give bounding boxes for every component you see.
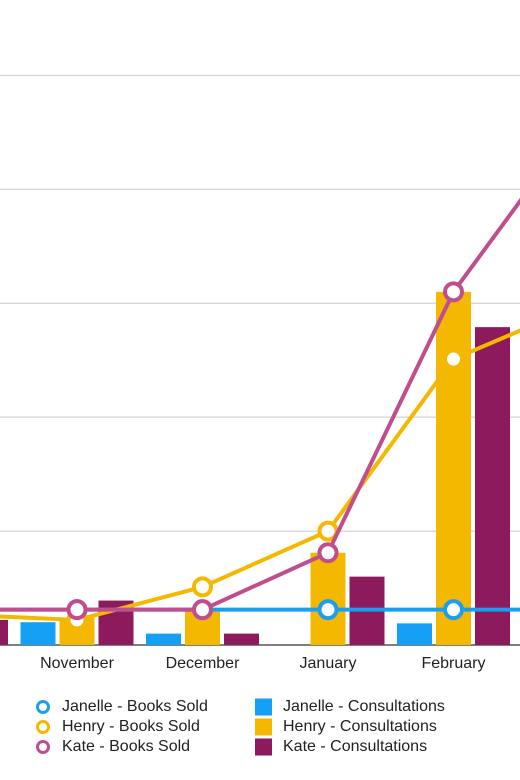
bar bbox=[475, 327, 510, 645]
bar bbox=[224, 633, 259, 645]
line-marker bbox=[443, 599, 464, 621]
legend-item: Kate - Consultations bbox=[255, 738, 427, 756]
line-marker bbox=[192, 576, 213, 598]
line-marker bbox=[443, 281, 464, 303]
legend-label: Henry - Consultations bbox=[283, 718, 437, 735]
legend-marker bbox=[36, 700, 50, 714]
legend-label: Janelle - Books Sold bbox=[62, 698, 208, 715]
bar bbox=[0, 619, 8, 645]
x-tick-label: December bbox=[166, 655, 240, 672]
line-marker bbox=[317, 542, 339, 564]
legend-item: Kate - Books Sold bbox=[36, 738, 190, 755]
line-marker bbox=[443, 348, 464, 370]
series-line bbox=[0, 197, 520, 612]
bar bbox=[436, 291, 471, 645]
legend-label: Kate - Consultations bbox=[283, 738, 427, 755]
legend-item: Henry - Consultations bbox=[255, 718, 437, 736]
bar bbox=[310, 552, 346, 645]
line-marker bbox=[66, 599, 88, 621]
legend-marker bbox=[36, 720, 50, 734]
x-tick-label: November bbox=[40, 655, 114, 672]
bar bbox=[397, 623, 432, 645]
x-tick-label: February bbox=[421, 655, 485, 672]
legend-item: Janelle - Books Sold bbox=[36, 698, 208, 715]
legend-swatch bbox=[255, 718, 272, 736]
bar bbox=[146, 633, 181, 645]
line-marker bbox=[192, 599, 213, 621]
legend-label: Henry - Books Sold bbox=[62, 718, 200, 735]
legend-marker bbox=[36, 740, 50, 754]
legend-swatch bbox=[255, 698, 272, 716]
x-tick-label: January bbox=[300, 655, 357, 672]
series-line bbox=[0, 328, 520, 622]
legend-label: Kate - Books Sold bbox=[62, 738, 190, 755]
legend-item: Janelle - Consultations bbox=[255, 698, 445, 716]
legend-swatch bbox=[255, 738, 272, 756]
line-marker bbox=[317, 599, 339, 621]
legend-item: Henry - Books Sold bbox=[36, 718, 200, 735]
bar bbox=[20, 622, 56, 645]
legend-label: Janelle - Consultations bbox=[283, 698, 445, 715]
